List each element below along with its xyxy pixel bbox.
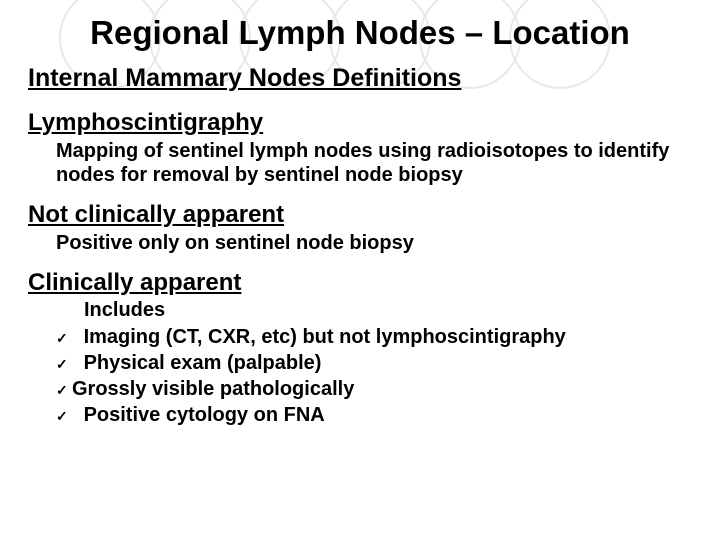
list-item-text: Imaging (CT, CXR, etc) but not lymphosci… <box>78 324 692 350</box>
section-heading: Not clinically apparent <box>28 201 692 229</box>
section-heading: Clinically apparent <box>28 269 692 297</box>
list-item-text: Positive cytology on FNA <box>78 402 692 428</box>
list-item-text: Physical exam (palpable) <box>78 350 692 376</box>
check-icon: ✓ <box>56 350 78 373</box>
list-item: ✓ Grossly visible pathologically <box>56 376 692 402</box>
includes-label: Includes <box>84 299 692 322</box>
section-heading: Lymphoscintigraphy <box>28 109 692 137</box>
list-item: ✓ Imaging (CT, CXR, etc) but not lymphos… <box>56 324 692 350</box>
list-item: ✓ Positive cytology on FNA <box>56 402 692 428</box>
slide-subtitle: Internal Mammary Nodes Definitions <box>28 64 692 93</box>
check-list: ✓ Imaging (CT, CXR, etc) but not lymphos… <box>56 324 692 428</box>
list-item-text: Grossly visible pathologically <box>72 376 692 402</box>
check-icon: ✓ <box>56 402 78 425</box>
section-not-clinically-apparent: Not clinically apparent Positive only on… <box>28 201 692 255</box>
section-description: Positive only on sentinel node biopsy <box>56 231 692 255</box>
slide-content: Regional Lymph Nodes – Location Internal… <box>0 0 720 428</box>
slide-title: Regional Lymph Nodes – Location <box>28 14 692 52</box>
list-item: ✓ Physical exam (palpable) <box>56 350 692 376</box>
section-clinically-apparent: Clinically apparent Includes ✓ Imaging (… <box>28 269 692 428</box>
section-description: Mapping of sentinel lymph nodes using ra… <box>56 139 692 187</box>
check-icon: ✓ <box>56 324 78 347</box>
section-lymphoscintigraphy: Lymphoscintigraphy Mapping of sentinel l… <box>28 109 692 187</box>
